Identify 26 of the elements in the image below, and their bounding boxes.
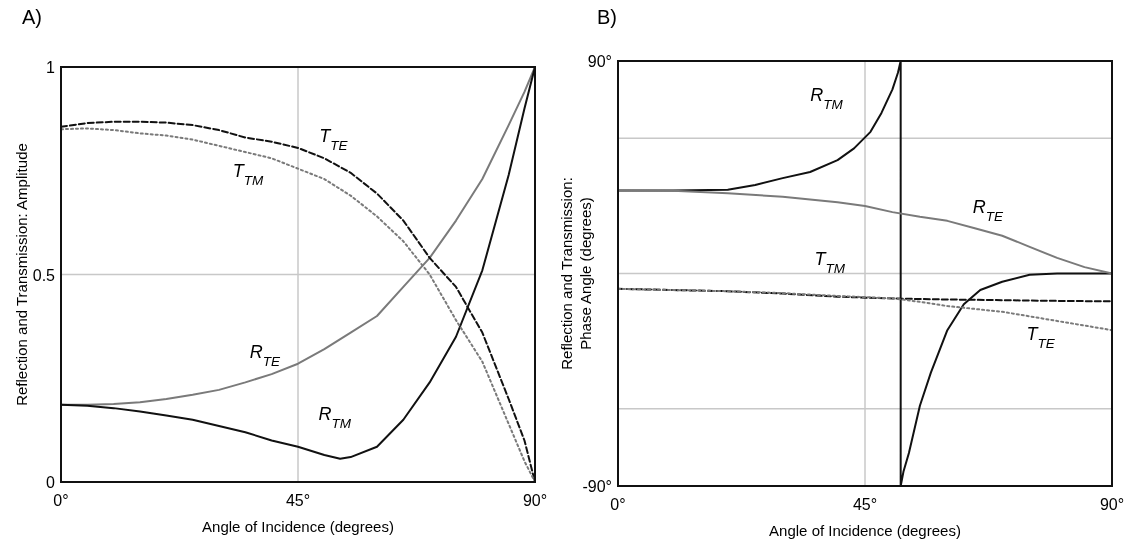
y-tick-label: -90° [582, 478, 612, 495]
y-tick-label: 0.5 [32, 266, 56, 284]
y-tick-label: 0 [46, 474, 56, 491]
line-series [617, 60, 1113, 487]
series-label: T$_{TM}$ [232, 161, 264, 188]
x-axis-title: Angle of Incidence (degrees) [769, 522, 961, 539]
series-label: R$_{TE}$ [972, 197, 1005, 224]
x-tick-label: 90° [1099, 496, 1125, 513]
series-label: T$_{TM}$ [814, 249, 846, 276]
x-tick-label: 45° [285, 492, 311, 509]
x-tick-label: 0° [610, 496, 626, 513]
x-axis-title: Angle of Incidence (degrees) [202, 518, 394, 535]
y-axis-title: Reflection and Transmission: Amplitude [13, 143, 30, 406]
x-tick-label: 90° [522, 492, 548, 509]
y-axis-title: Reflection and Transmission: Phase Angle (degrees) [558, 177, 594, 370]
series-label: R$_{TE}$ [249, 341, 281, 368]
line-series [617, 189, 1113, 275]
y-tick-label: 1 [46, 59, 56, 76]
series-label: T$_{TE}$ [1026, 323, 1056, 351]
series-label: R$_{TM}$ [318, 403, 352, 431]
x-tick-label: 45° [852, 496, 878, 513]
x-tick-label: 0° [53, 492, 69, 509]
chart-title: B) [597, 6, 617, 28]
series-label: T$_{TE}$ [319, 125, 349, 153]
chart-title: A) [22, 6, 42, 28]
series-label: R$_{TM}$ [810, 85, 844, 112]
